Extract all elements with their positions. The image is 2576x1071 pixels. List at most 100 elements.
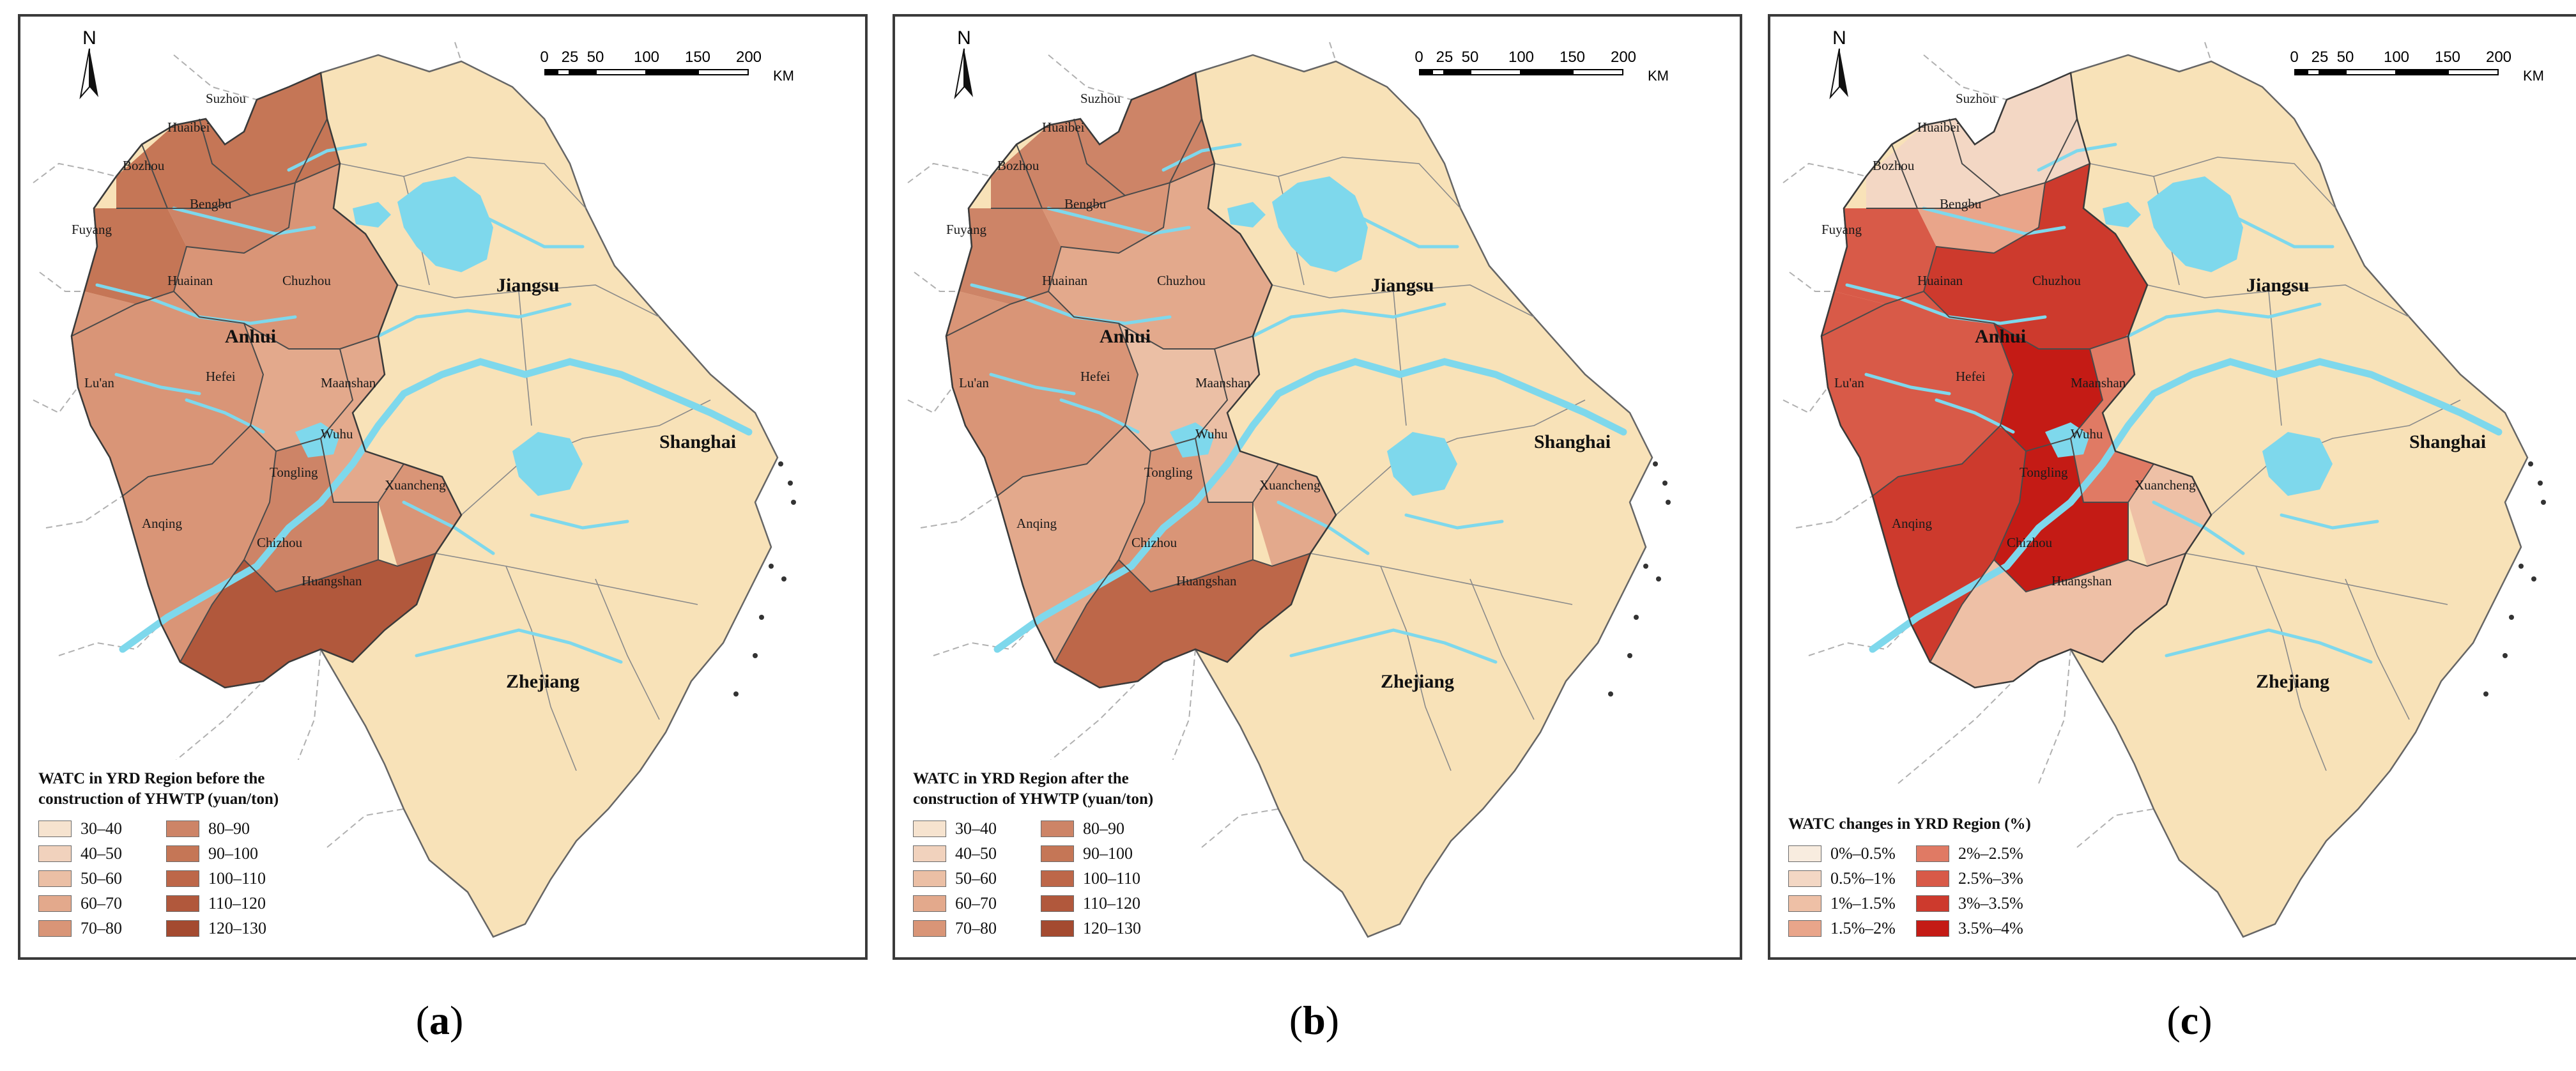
- city-label: Bengbu: [1064, 196, 1107, 212]
- legend-swatch: [1916, 845, 1949, 862]
- lake: [295, 422, 340, 458]
- scale-tick-label: 200: [735, 49, 762, 66]
- province-label: Anhui: [1975, 326, 2026, 347]
- choropleth-zone-chizhou: [1119, 438, 1253, 592]
- scale-tick-label: 150: [2434, 49, 2461, 66]
- scale-segment: [1572, 69, 1623, 75]
- anhui-city-boundary: [2044, 118, 2078, 183]
- scale-segment: [1445, 69, 1470, 75]
- scale-segment: [1419, 69, 1432, 75]
- choropleth-zone-chizhou: [1994, 438, 2128, 592]
- legend-item: 120–130: [1041, 916, 1175, 941]
- province-label: Shanghai: [659, 431, 736, 452]
- city-boundary: [1310, 553, 1573, 605]
- lake: [1227, 202, 1266, 227]
- outside-boundary: [1329, 42, 1337, 62]
- scale-tick-label: 200: [2485, 49, 2512, 66]
- city-label: Fuyang: [72, 222, 112, 237]
- river: [415, 628, 623, 664]
- river: [376, 302, 572, 338]
- legend-item-label: 1.5%–2%: [1830, 918, 1896, 937]
- legend-item: 2%–2.5%: [1916, 841, 2050, 866]
- city-label: Wuhu: [2071, 426, 2103, 442]
- choropleth-zone-luan: [72, 291, 263, 496]
- north-arrow-icon: [1829, 48, 1848, 100]
- legend-item-label: 30–40: [955, 819, 997, 838]
- anhui-city-boundary: [173, 182, 296, 292]
- legend-item-label: 70–80: [955, 918, 997, 937]
- choropleth-zone-luan: [1821, 291, 2013, 496]
- lake: [353, 202, 391, 227]
- outside-boundary: [39, 272, 84, 292]
- anhui-city-boundary: [71, 290, 379, 350]
- north-arrow-icon: [954, 48, 973, 100]
- legend-item-label: 110–120: [208, 893, 266, 913]
- outside-boundary: [1782, 387, 1828, 414]
- legend-item-label: 100–110: [208, 868, 266, 888]
- legend-item-label: 100–110: [1083, 868, 1141, 888]
- legend-item-label: 90–100: [1083, 844, 1133, 863]
- province-label: Jiangsu: [496, 275, 559, 296]
- city-label: Fuyang: [1821, 222, 1862, 237]
- city-label: Lu'an: [84, 375, 114, 390]
- legend-item: 100–110: [166, 866, 300, 891]
- legend-swatch: [913, 870, 946, 887]
- river: [2152, 500, 2245, 555]
- legend-item-label: 120–130: [1083, 918, 1141, 937]
- outside-boundary: [1782, 162, 1867, 183]
- island-dot: [1662, 481, 1667, 486]
- scale-tick-label: 100: [2383, 49, 2410, 66]
- anhui-city-boundary: [199, 118, 251, 196]
- legend-item-label: 90–100: [208, 844, 258, 863]
- river: [1289, 628, 1498, 664]
- province-label: Anhui: [1100, 326, 1151, 347]
- legend-swatch: [1788, 845, 1821, 862]
- map-panel-c: Suzhou Huaibei Bozhou Bengbu Fuyang Huainan Ch…: [1768, 14, 2576, 960]
- scale-segment: [2320, 69, 2345, 75]
- island-dot: [788, 481, 793, 486]
- yangtze-river: [1869, 358, 2503, 653]
- map-svg: Suzhou Huaibei Bozhou Bengbu Fuyang Huainan Ch…: [1782, 42, 2546, 938]
- yangtze-river: [993, 358, 1627, 653]
- scale-tick-label: 0: [1414, 49, 1423, 66]
- city-boundary: [2185, 553, 2448, 605]
- legend-swatch: [38, 895, 72, 912]
- legend-swatch: [166, 870, 199, 887]
- north-arrow: N: [70, 28, 109, 103]
- outside-boundary: [1808, 623, 1912, 656]
- legend-swatch: [1041, 870, 1074, 887]
- anhui-city-boundary: [1016, 144, 1043, 209]
- legend-item: 90–100: [166, 841, 300, 866]
- choropleth-zone-north: [991, 73, 1215, 208]
- city-label: Chuzhou: [282, 273, 331, 288]
- outside-boundary: [33, 387, 79, 414]
- scale-unit: KM: [1648, 68, 1669, 84]
- legend-item: 40–50: [913, 841, 1041, 866]
- city-label: Tongling: [1144, 465, 1193, 480]
- city-boundary: [2211, 399, 2461, 516]
- anhui-city-boundary: [1891, 144, 1918, 209]
- legend-item: 2.5%–3%: [1916, 866, 2050, 891]
- choropleth-zone-fuyang: [1834, 208, 1936, 304]
- anhui-city-boundary: [141, 144, 168, 209]
- legend-item-label: 60–70: [80, 893, 122, 913]
- legend-swatch: [166, 895, 199, 912]
- legend-item-label: 40–50: [80, 844, 122, 863]
- city-label: Lu'an: [959, 375, 989, 390]
- legend-item: 40–50: [38, 841, 166, 866]
- anhui-city-boundary: [1872, 323, 2014, 497]
- choropleth-zone-fuyang: [959, 208, 1061, 304]
- lake: [2262, 432, 2333, 496]
- city-label: Suzhou: [206, 91, 247, 106]
- anhui-city-boundary: [1118, 553, 1311, 593]
- city-label: Huangshan: [2051, 573, 2112, 589]
- scale-unit: KM: [773, 68, 794, 84]
- city-boundary: [461, 399, 711, 516]
- river: [2126, 302, 2322, 338]
- legend-swatch: [1788, 920, 1821, 937]
- river: [1404, 513, 1504, 530]
- north-label: N: [1832, 27, 1846, 49]
- province-label: Zhejiang: [506, 671, 579, 692]
- legend-item-label: 80–90: [208, 819, 250, 838]
- choropleth-zone-huang: [1055, 553, 1310, 688]
